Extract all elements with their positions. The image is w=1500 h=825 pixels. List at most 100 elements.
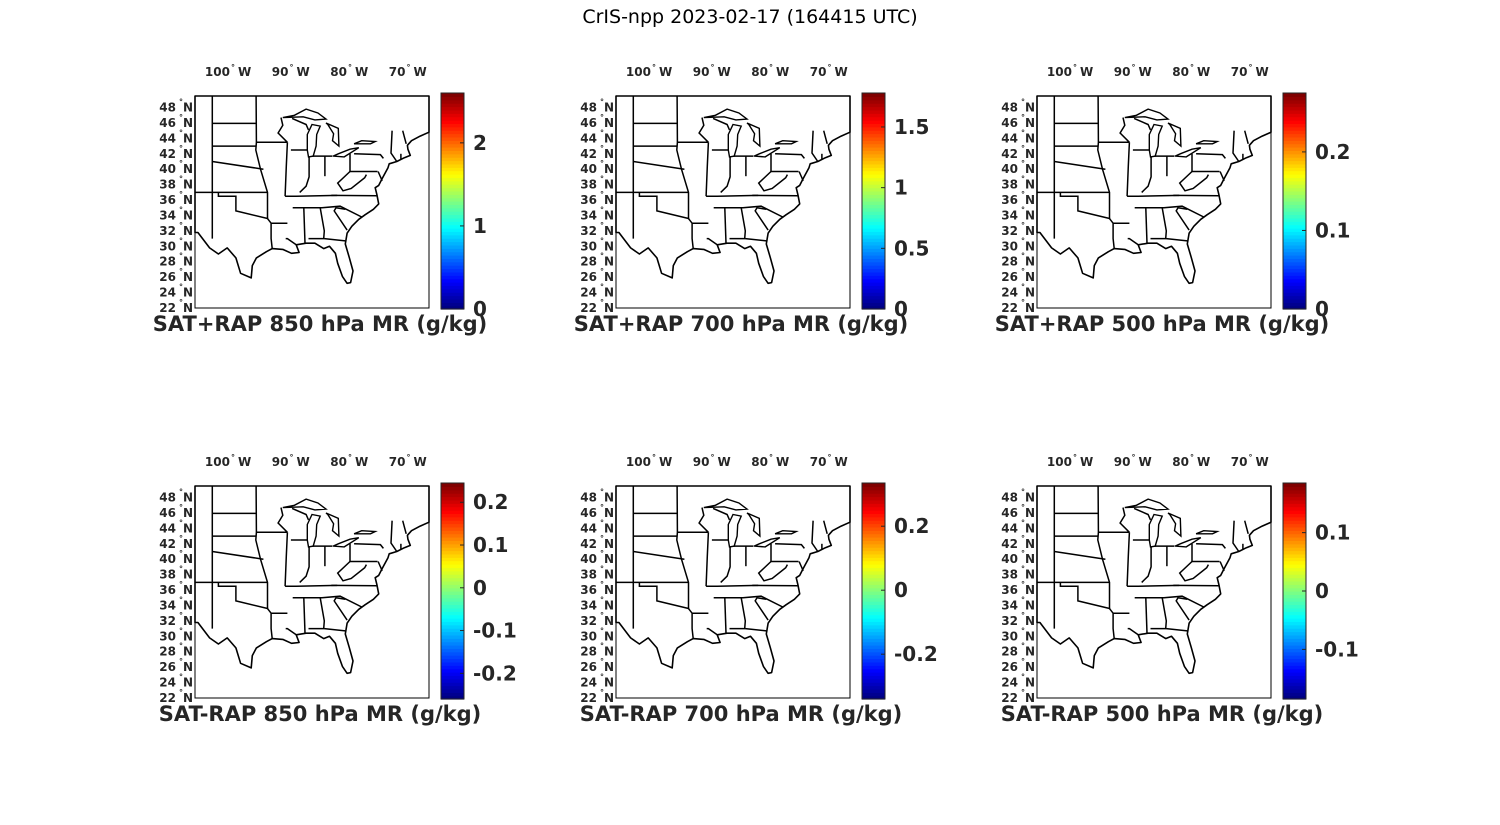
state-boundary [1232, 130, 1240, 162]
svg-text:42: 42 [1001, 537, 1018, 551]
svg-text:°: ° [1021, 298, 1025, 307]
svg-text:22: 22 [580, 691, 597, 705]
svg-text:70: 70 [810, 455, 827, 469]
state-boundary [638, 192, 690, 220]
lat-tick-label: 32 ° N [159, 611, 193, 628]
state-boundary [212, 550, 264, 560]
svg-text:26: 26 [580, 270, 597, 284]
state-boundary [291, 507, 310, 521]
state-boundary [299, 546, 310, 583]
state-boundary [698, 117, 709, 143]
state-boundary [770, 543, 799, 563]
svg-text:°: ° [769, 453, 773, 462]
svg-text:24: 24 [159, 286, 176, 300]
lat-tick-label: 36 ° N [1001, 190, 1035, 207]
svg-text:N: N [604, 101, 614, 115]
state-boundary [720, 546, 731, 583]
state-boundary [1133, 117, 1152, 131]
svg-text:°: ° [179, 98, 183, 107]
svg-text:N: N [183, 676, 193, 690]
state-boundary [255, 95, 269, 219]
svg-text:N: N [1025, 568, 1035, 582]
lat-tick-label: 26 ° N [580, 657, 614, 674]
svg-text:N: N [604, 193, 614, 207]
great-lake [1195, 139, 1220, 145]
map-svg: 100 ° W 90 ° W 80 ° W 70 ° W48 ° N46 ° N44 ° N42 ° N40 ° N38 °… [580, 453, 937, 705]
svg-text:N: N [604, 537, 614, 551]
svg-text:°: ° [179, 283, 183, 292]
state-boundary [822, 130, 828, 144]
svg-text:N: N [183, 598, 193, 612]
svg-text:100: 100 [1047, 455, 1072, 469]
svg-text:44: 44 [159, 521, 176, 535]
state-boundary [638, 582, 690, 610]
svg-text:W: W [238, 455, 251, 469]
svg-text:70: 70 [1231, 455, 1248, 469]
state-boundary [1243, 130, 1249, 144]
svg-text:°: ° [600, 267, 604, 276]
svg-text:70: 70 [389, 455, 406, 469]
svg-text:40: 40 [580, 162, 597, 176]
lat-tick-label: 26 ° N [159, 657, 193, 674]
svg-text:80: 80 [1172, 455, 1189, 469]
svg-text:°: ° [1021, 503, 1025, 512]
great-lake [332, 147, 360, 158]
svg-text:N: N [604, 178, 614, 192]
svg-text:N: N [604, 506, 614, 520]
svg-text:22: 22 [1001, 301, 1018, 315]
svg-text:°: ° [1021, 190, 1025, 199]
state-boundary [324, 237, 346, 242]
svg-text:36: 36 [159, 193, 176, 207]
svg-text:°: ° [179, 611, 183, 620]
state-boundary [401, 130, 407, 144]
svg-text:32: 32 [1001, 224, 1018, 238]
svg-text:N: N [604, 583, 614, 597]
lat-tick-label: 40 ° N [1001, 159, 1035, 176]
colorbar-tick-label: 0.1 [1315, 218, 1350, 242]
state-boundary [284, 532, 289, 587]
state-boundary [1178, 170, 1210, 192]
svg-text:W: W [659, 455, 672, 469]
svg-text:°: ° [1021, 144, 1025, 153]
svg-text:90: 90 [693, 65, 710, 79]
svg-text:W: W [1197, 65, 1210, 79]
svg-text:48: 48 [1001, 101, 1018, 115]
svg-text:°: ° [1021, 221, 1025, 230]
lat-tick-label: 40 ° N [159, 549, 193, 566]
state-boundary [349, 153, 378, 173]
lat-tick-label: 46 ° N [159, 113, 193, 130]
svg-text:°: ° [600, 657, 604, 666]
lat-tick-label: 22 ° N [159, 298, 193, 315]
svg-text:N: N [604, 552, 614, 566]
svg-text:24: 24 [1001, 676, 1018, 690]
svg-text:N: N [183, 286, 193, 300]
lat-tick-label: 28 ° N [580, 642, 614, 659]
great-lake [1148, 513, 1164, 548]
state-boundary [798, 561, 804, 572]
svg-text:°: ° [348, 453, 352, 462]
svg-text:26: 26 [159, 270, 176, 284]
lon-tick-label: 80 ° W [1172, 453, 1210, 469]
lat-tick-label: 44 ° N [159, 128, 193, 145]
svg-text:N: N [1025, 193, 1035, 207]
svg-text:°: ° [1021, 236, 1025, 245]
state-boundary [676, 485, 690, 609]
map-frame [1036, 95, 1272, 309]
svg-text:48: 48 [159, 101, 176, 115]
lon-tick-label: 100 ° W [626, 63, 672, 79]
svg-text:°: ° [1021, 611, 1025, 620]
svg-text:N: N [604, 301, 614, 315]
lon-tick-label: 90 ° W [693, 453, 731, 469]
svg-text:N: N [604, 255, 614, 269]
colorbar-tick-label: 0.1 [1315, 521, 1350, 545]
svg-text:26: 26 [1001, 660, 1018, 674]
state-boundary [1219, 561, 1225, 572]
svg-text:N: N [183, 301, 193, 315]
great-lake [727, 513, 743, 548]
svg-text:W: W [296, 65, 309, 79]
lat-tick-label: 44 ° N [1001, 518, 1035, 535]
colorbar-tick-label: 0.1 [473, 533, 508, 557]
svg-text:90: 90 [1114, 65, 1131, 79]
colorbar-tick-label: 1 [894, 176, 908, 200]
lat-tick-label: 44 ° N [580, 518, 614, 535]
